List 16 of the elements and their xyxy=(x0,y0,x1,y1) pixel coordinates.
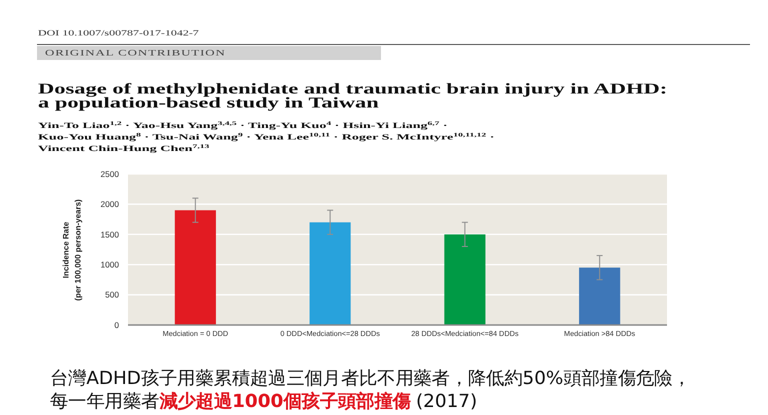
y-tick-label: 0 xyxy=(114,320,120,330)
y-tick-label: 500 xyxy=(105,290,120,300)
bar xyxy=(174,210,216,325)
bar xyxy=(579,268,620,325)
text: 台灣ADHD孩子用藥累積超過三個月者比不用藥者，降低約50%頭部撞傷危險， xyxy=(50,368,691,389)
text: (2017) xyxy=(416,391,478,412)
y-tick-label: 1000 xyxy=(100,260,120,270)
bar xyxy=(310,222,351,325)
y-tick-label: 2000 xyxy=(100,199,120,210)
y-axis-title: Incidence Rate (per 100,000 person-years) xyxy=(62,198,82,301)
text: 減少超過1000個孩子頭部撞傷 xyxy=(158,391,411,412)
bar xyxy=(444,234,486,325)
chart-title: Dosage of methylphenidate and traumatic brain injury in ADHD: a population-based study in Taiwan xyxy=(38,80,668,112)
text: 每一年用藥者 xyxy=(50,391,160,412)
y-tick-label: 2500 xyxy=(100,168,120,179)
y-tick-label: 1500 xyxy=(100,229,120,240)
